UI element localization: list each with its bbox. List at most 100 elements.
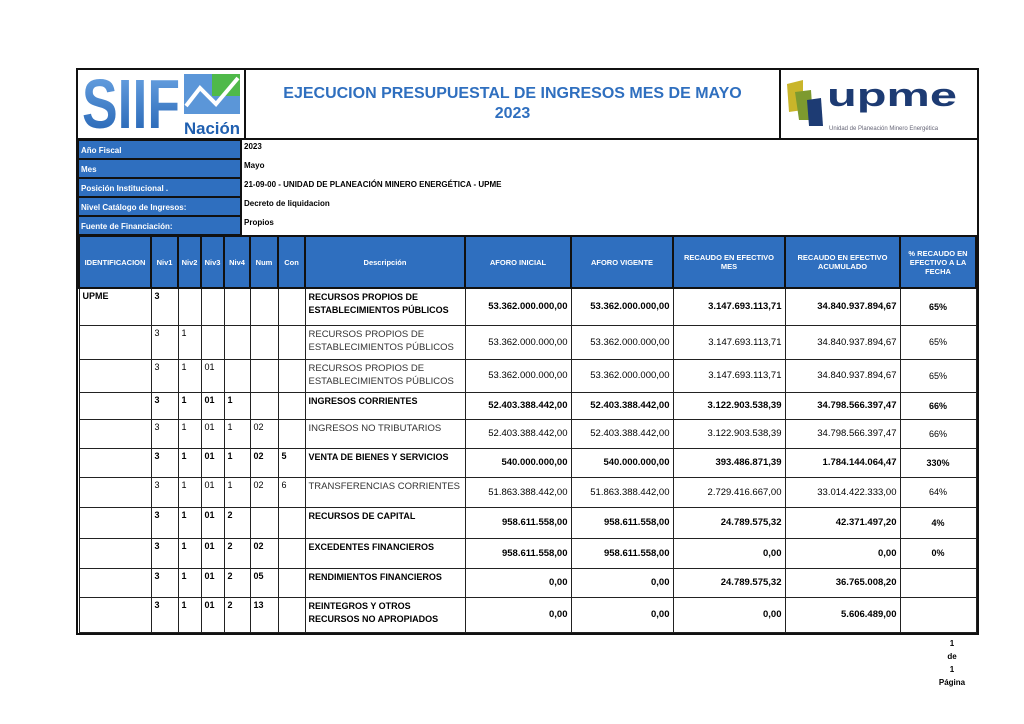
table-cell: [277, 506, 306, 539]
table-cell: 02: [249, 476, 279, 508]
info-label: Año Fiscal: [78, 140, 242, 159]
title-line-2: 2023: [494, 105, 531, 122]
table-cell: [277, 418, 306, 449]
table-cell: 01: [200, 506, 225, 539]
table-cell: 0,00: [570, 567, 674, 598]
table-cell: 1: [177, 596, 202, 633]
table-cell: [78, 324, 152, 360]
table-cell: 0,00: [672, 596, 786, 633]
table-cell: INGRESOS CORRIENTES: [304, 391, 466, 420]
table-cell: 01: [200, 537, 225, 569]
table-cell: 3: [150, 358, 179, 393]
column-header: IDENTIFICACION: [78, 235, 152, 289]
table-cell: [249, 324, 279, 360]
table-cell: [249, 506, 279, 539]
table-cell: 1: [177, 324, 202, 360]
table-cell: 3.122.903.538,39: [672, 391, 786, 420]
table-cell: [277, 324, 306, 360]
table-cell: [78, 476, 152, 508]
table-cell: 540.000.000,00: [464, 447, 572, 478]
table-row: 3 1 01 RECURSOS PROPIOS DE ESTABLECIMIENTOS…: [78, 358, 977, 393]
table-cell: 3: [150, 324, 179, 360]
table-cell: 3: [150, 506, 179, 539]
page-current: 1: [949, 639, 955, 648]
info-value: Decreto de liquidacion: [244, 199, 330, 208]
table-cell: 958.611.558,00: [464, 537, 572, 569]
table-cell: 24.789.575,32: [672, 567, 786, 598]
info-label: Fuente de Financiación:: [78, 216, 242, 235]
table-cell: 1: [223, 391, 251, 420]
table-cell: 1: [223, 418, 251, 449]
table-cell: 1: [177, 537, 202, 569]
table-cell: 3: [150, 447, 179, 478]
table-cell: 3: [150, 476, 179, 508]
table-cell: RECURSOS PROPIOS DE ESTABLECIMIENTOS PÚB…: [304, 324, 466, 360]
table-cell: 3.147.693.113,71: [672, 287, 786, 326]
table-cell: 3: [150, 418, 179, 449]
table-cell: 3: [150, 287, 179, 326]
table-cell: 1: [223, 476, 251, 508]
table-cell: 1: [177, 447, 202, 478]
table-cell: RECURSOS PROPIOS DE ESTABLECIMIENTOS PÚB…: [304, 358, 466, 393]
table-cell: [277, 287, 306, 326]
table-cell: 34.840.937.894,67: [784, 358, 901, 393]
table-cell: 64%: [899, 476, 977, 508]
table-row: 3 1 01 2 02 EXCEDENTES FINANCIEROS 958.611.558…: [78, 537, 977, 569]
table-cell: 01: [200, 567, 225, 598]
table-cell: RENDIMIENTOS FINANCIEROS: [304, 567, 466, 598]
svg-text:SIIF: SIIF: [82, 70, 180, 138]
ingresos-table: IDENTIFICACION Niv1 Niv2 Niv3 Niv4 Num Con Desc…: [78, 235, 977, 633]
column-header: Descripción: [304, 235, 466, 289]
svg-text:Nación: Nación: [184, 119, 240, 138]
table-cell: 3: [150, 567, 179, 598]
table-row: 3 1 01 1 INGRESOS CORRIENTES 52.403.388.442,0…: [78, 391, 977, 420]
table-cell: [78, 391, 152, 420]
table-cell: [223, 324, 251, 360]
table-cell: 958.611.558,00: [464, 506, 572, 539]
table-cell: 1: [177, 567, 202, 598]
table-row: 3 1 01 1 02 INGRESOS NO TRIBUTARIOS 52.403.388…: [78, 418, 977, 449]
table-cell: [78, 418, 152, 449]
table-cell: 3.147.693.113,71: [672, 324, 786, 360]
column-header: Niv2: [177, 235, 202, 289]
table-row: 3 1 01 2 RECURSOS DE CAPITAL 958.611.558,00 95…: [78, 506, 977, 539]
svg-text:Unidad de Planeación Minero En: Unidad de Planeación Minero Energética: [829, 126, 939, 132]
table-cell: 2: [223, 567, 251, 598]
table-cell: 6: [277, 476, 306, 508]
table-cell: 3: [150, 596, 179, 633]
table-cell: [249, 391, 279, 420]
table-row: UPME 3 RECURSOS PROPIOS DE ESTABLECIMIENTO…: [78, 287, 977, 326]
page-total: 1: [949, 665, 955, 674]
table-cell: UPME: [78, 287, 152, 326]
column-header: AFORO VIGENTE: [570, 235, 674, 289]
table-cell: [200, 287, 225, 326]
table-cell: INGRESOS NO TRIBUTARIOS: [304, 418, 466, 449]
table-cell: 34.798.566.397,47: [784, 391, 901, 420]
table-cell: 2.729.416.667,00: [672, 476, 786, 508]
info-row: Nivel Catálogo de Ingresos: Decreto de li…: [78, 197, 977, 216]
table-cell: 0%: [899, 537, 977, 569]
table-cell: [899, 596, 977, 633]
column-header: Con: [277, 235, 306, 289]
table-cell: 01: [200, 476, 225, 508]
table-cell: [78, 537, 152, 569]
table-header-row: IDENTIFICACION Niv1 Niv2 Niv3 Niv4 Num Con Desc…: [78, 235, 977, 289]
table-cell: [277, 596, 306, 633]
table-cell: 4%: [899, 506, 977, 539]
table-cell: 53.362.000.000,00: [570, 324, 674, 360]
table-cell: 3: [150, 537, 179, 569]
table-cell: [78, 506, 152, 539]
table-cell: 0,00: [464, 596, 572, 633]
table-cell: 53.362.000.000,00: [464, 324, 572, 360]
table-cell: 393.486.871,39: [672, 447, 786, 478]
table-cell: 2: [223, 596, 251, 633]
table-cell: RECURSOS PROPIOS DE ESTABLECIMIENTOS PÚB…: [304, 287, 466, 326]
table-cell: 05: [249, 567, 279, 598]
title-line-1: EJECUCION PRESUPUESTAL DE INGRESOS MES D…: [283, 85, 742, 102]
column-header: RECAUDO EN EFECTIVO MES: [672, 235, 786, 289]
table-cell: 52.403.388.442,00: [464, 418, 572, 449]
table-cell: 1: [177, 358, 202, 393]
table-cell: 5: [277, 447, 306, 478]
table-cell: [277, 567, 306, 598]
table-cell: 52.403.388.442,00: [464, 391, 572, 420]
